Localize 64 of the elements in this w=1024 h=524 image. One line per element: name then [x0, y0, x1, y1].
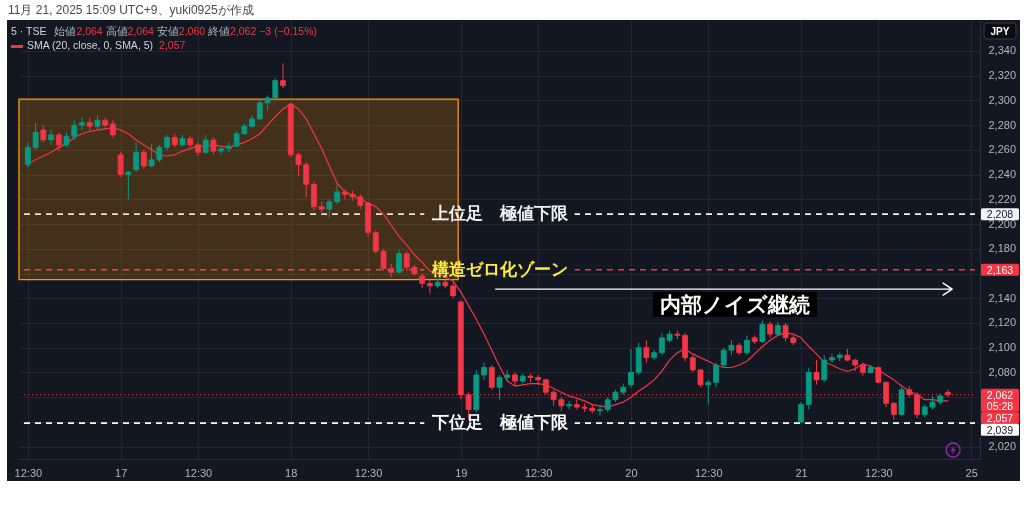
x-tick-label: 18: [285, 466, 298, 479]
candlestick: [280, 62, 286, 89]
x-tick-label: 20: [625, 466, 638, 479]
annotation: 下位足 極値下限: [430, 413, 569, 433]
y-tick-label: 2,120: [988, 316, 1017, 329]
candlestick: [821, 354, 828, 383]
candlestick: [133, 141, 140, 173]
candlestick: [55, 132, 62, 152]
candlestick: [682, 332, 688, 362]
ref-line-label: 2,062: [986, 388, 1014, 401]
candlestick: [643, 339, 650, 364]
candlestick: [427, 279, 433, 294]
candlestick: [759, 320, 766, 344]
x-tick-label: 25: [965, 466, 978, 479]
x-tick-label: 12:30: [524, 466, 553, 479]
candlestick: [597, 405, 603, 417]
candlestick: [125, 170, 132, 200]
y-tick-label: 2,020: [988, 440, 1017, 453]
x-tick-label: 21: [795, 466, 808, 479]
text: 11月 21, 2025 15:09 UTC+9、yuki0925が作成: [8, 3, 254, 18]
text: 始値2,064 高値2,064 安値2,060 終値2,062 −3 (−0.15%): [54, 25, 318, 37]
candlestick: [813, 359, 820, 386]
x-tick-label: 12:30: [14, 466, 43, 479]
y-tick-label: 2,320: [988, 69, 1017, 82]
x-tick-label: 12:30: [184, 466, 213, 479]
legend-label: SMA (20, close, 0, SMA, 5): [27, 39, 154, 51]
y-tick-label: 2,280: [988, 118, 1017, 131]
annotation: 2,057: [986, 411, 1014, 424]
candlestick: [481, 362, 487, 381]
y-tick-label: 2,100: [988, 341, 1017, 354]
candlestick: [79, 117, 85, 131]
chart-title: 5 · TSE: [11, 25, 47, 37]
text: 05:28: [986, 399, 1014, 412]
x-tick-label: 12:30: [694, 466, 723, 479]
annotation: 内部ノイズ継続: [659, 292, 810, 316]
y-axis-title: JPY: [990, 26, 1010, 37]
x-tick-label: 12:30: [865, 466, 893, 479]
ref-line-label: 2,039: [986, 423, 1014, 436]
y-tick-label: 2,240: [988, 168, 1017, 181]
candlestick: [488, 364, 495, 391]
y-tick-label: 2,260: [988, 143, 1017, 156]
y-tick-label: 2,180: [988, 242, 1017, 255]
candlestick: [311, 181, 317, 211]
candlestick: [705, 379, 712, 406]
y-tick-label: 2,300: [988, 93, 1017, 106]
candlestick: [566, 400, 572, 411]
candlestick: [628, 348, 634, 388]
annotation: 2,057: [159, 39, 186, 51]
y-tick-label: 2,340: [988, 44, 1017, 57]
candlestick: [829, 353, 835, 364]
candlestick: [48, 129, 54, 146]
candlestick: [396, 248, 402, 275]
x-tick-label: 17: [115, 466, 128, 479]
candlestick: [744, 334, 750, 356]
candlestick: [713, 362, 719, 388]
ref-line-label: 2,163: [986, 263, 1014, 276]
candlestick: [117, 151, 124, 178]
x-tick-label: 12:30: [354, 466, 383, 479]
y-tick-label: 2,080: [988, 365, 1017, 378]
candlestick: [140, 149, 147, 171]
y-tick-label: 2,140: [988, 291, 1017, 304]
y-tick-label: 2,220: [988, 192, 1017, 205]
x-tick-label: 19: [455, 466, 468, 479]
candlestick: [202, 134, 209, 155]
